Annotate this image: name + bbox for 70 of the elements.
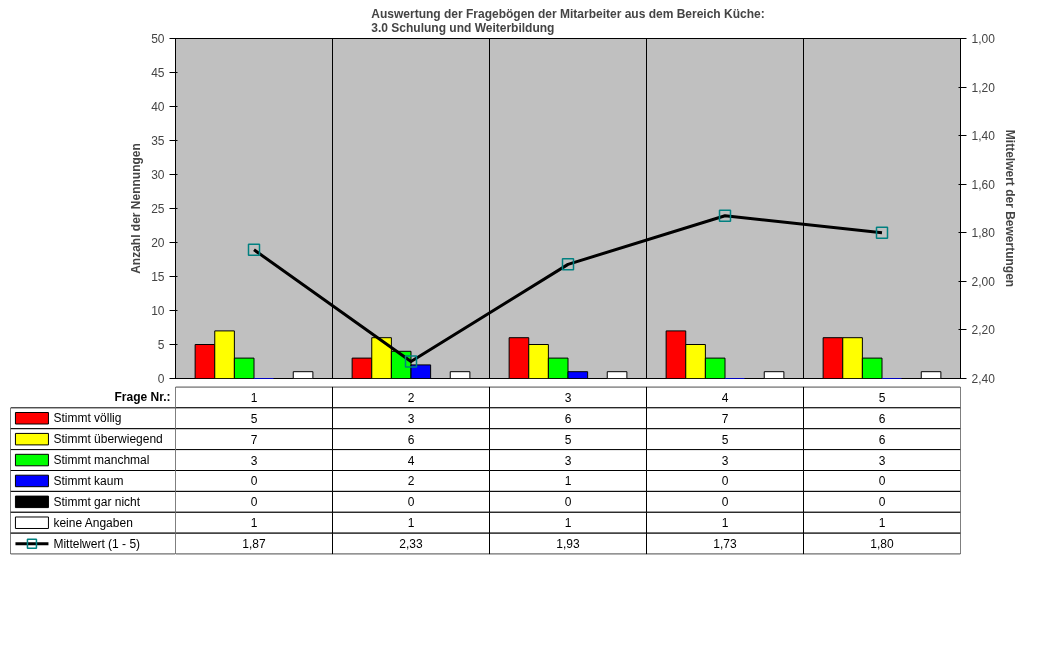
data-label: 0 xyxy=(878,474,886,489)
data-label: 1 xyxy=(407,516,415,531)
y2-tick-label: 2,00 xyxy=(971,274,996,289)
y-tick-label: 5 xyxy=(157,338,165,352)
y2-tick-label: 1,00 xyxy=(971,32,996,46)
data-label: 3 xyxy=(407,411,415,426)
legend-label: Mittelwert (1 - 5) xyxy=(53,536,141,551)
data-label: 0 xyxy=(564,495,572,510)
data-label: 7 xyxy=(721,411,729,426)
legend-label: Stimmt überwiegend xyxy=(53,432,163,447)
data-label: 1,87 xyxy=(242,537,266,552)
y2-tick-label: 2,20 xyxy=(971,323,996,338)
x-tick-label: 5 xyxy=(878,390,886,405)
legend-label: Stimmt manchmal xyxy=(53,453,150,468)
y-tick-label: 40 xyxy=(151,100,165,114)
data-label: 7 xyxy=(250,432,258,447)
x-tick-label: 1 xyxy=(250,390,258,405)
y2-tick-label: 1,60 xyxy=(971,177,996,192)
data-label: 5 xyxy=(250,411,258,426)
data-label: 1,93 xyxy=(556,537,580,552)
data-label: 1 xyxy=(721,516,729,531)
data-label: 3 xyxy=(878,453,886,468)
legend-label: Stimmt kaum xyxy=(53,473,124,488)
data-label: 0 xyxy=(250,474,258,489)
y-tick-label: 45 xyxy=(151,66,165,80)
data-label: 1 xyxy=(564,474,572,489)
y2-tick-label: 1,80 xyxy=(971,226,996,241)
y-tick-label: 35 xyxy=(151,134,165,148)
y-tick-label: 30 xyxy=(151,168,165,182)
data-label: 6 xyxy=(878,411,886,426)
data-label: 6 xyxy=(407,432,415,447)
data-label: 0 xyxy=(721,495,729,510)
data-label: 2,33 xyxy=(399,537,423,552)
data-label: 2 xyxy=(407,474,415,489)
y-tick-label: 25 xyxy=(151,202,165,216)
data-label: 1 xyxy=(878,516,886,531)
legend-label: Stimmt gar nicht xyxy=(53,494,141,509)
y-tick-label: 15 xyxy=(151,270,165,284)
data-label: 1,80 xyxy=(870,537,894,552)
y2-tick-label: 1,20 xyxy=(971,80,996,95)
data-label: 1,73 xyxy=(713,537,737,552)
y-tick-label: 0 xyxy=(157,372,165,386)
y-tick-label: 10 xyxy=(151,304,165,318)
y2-tick-label: 1,40 xyxy=(971,129,996,144)
y-tick-label: 20 xyxy=(151,236,165,250)
data-label: 6 xyxy=(878,432,886,447)
data-label: 4 xyxy=(407,453,415,468)
y2-axis-title: Mittelwert der Bewertungen xyxy=(1002,129,1017,288)
y2-tick-label: 2,40 xyxy=(971,372,996,386)
data-label: 0 xyxy=(407,495,415,510)
x-tick-label: 3 xyxy=(564,390,572,405)
data-label: 1 xyxy=(250,516,258,531)
data-label: 3 xyxy=(564,453,572,468)
y-axis-title: Anzahl der Nennungen xyxy=(129,143,144,274)
data-label: 6 xyxy=(564,411,572,426)
data-label: 5 xyxy=(721,432,729,447)
x-tick-label: 4 xyxy=(721,390,729,405)
data-label: 0 xyxy=(721,474,729,489)
text: Frage Nr.: xyxy=(114,390,171,405)
data-label: 3 xyxy=(250,453,258,468)
data-label: 1 xyxy=(564,516,572,531)
data-label: 3 xyxy=(721,453,729,468)
x-tick-label: 2 xyxy=(407,390,415,405)
data-label: 5 xyxy=(564,432,572,447)
data-label: 0 xyxy=(250,495,258,510)
chart-title: Auswertung der Fragebögen der Mitarbeiter aus dem Bereich Küche: 3.0 Schulung und Weiterbildung xyxy=(371,6,765,35)
data-label: 0 xyxy=(878,495,886,510)
y-tick-label: 50 xyxy=(151,32,165,46)
legend-label: keine Angaben xyxy=(53,515,133,530)
legend-label: Stimmt völlig xyxy=(53,411,122,426)
